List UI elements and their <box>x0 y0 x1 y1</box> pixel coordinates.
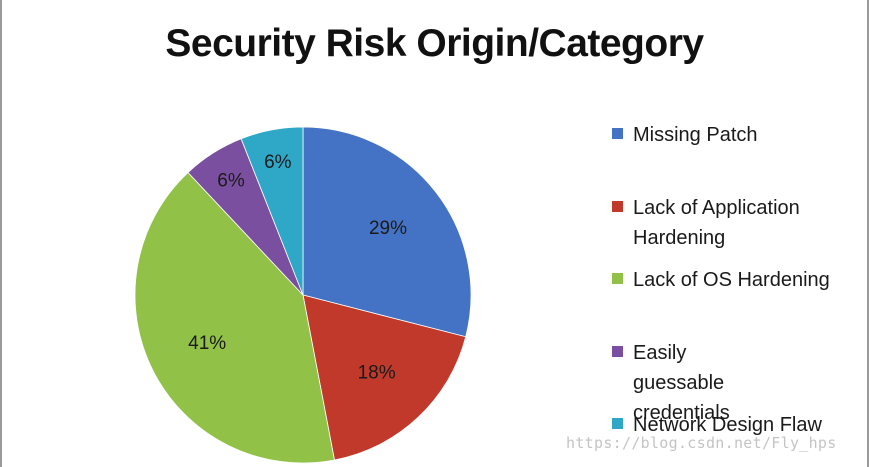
legend-label: Missing Patch <box>633 124 758 146</box>
slice-data-label: 41% <box>188 333 226 354</box>
legend-swatch <box>612 201 623 212</box>
legend-item: Easily guessable credentials <box>612 338 783 428</box>
legend-swatch <box>612 418 623 429</box>
slice-data-label: 6% <box>264 152 292 173</box>
slice-data-label: 18% <box>358 362 396 383</box>
legend-item: Missing Patch <box>612 120 758 150</box>
legend-swatch <box>612 346 623 357</box>
watermark: https://blog.csdn.net/Fly_hps <box>566 434 837 452</box>
legend-item: Network Design Flaw <box>612 410 822 440</box>
slice-data-label: 6% <box>217 171 245 192</box>
legend-label: Lack of Application Hardening <box>633 197 800 249</box>
legend-swatch <box>612 273 623 284</box>
chart-title: Security Risk Origin/Category <box>165 22 704 65</box>
legend-item: Lack of Application Hardening <box>612 193 833 253</box>
legend-label: Network Design Flaw <box>633 414 822 436</box>
slice-data-label: 29% <box>369 218 407 239</box>
legend-label: Easily guessable credentials <box>633 342 730 424</box>
pie-slice-lack-of-os-hardening <box>134 171 335 464</box>
pie-slice-network-design-flaw <box>240 126 304 296</box>
pie-slice-missing-patch <box>302 126 472 338</box>
legend-swatch <box>612 128 623 139</box>
legend-item: Lack of OS Hardening <box>612 265 830 295</box>
legend-label: Lack of OS Hardening <box>633 269 830 291</box>
pie-slice-lack-of-application-hardening <box>302 294 467 461</box>
